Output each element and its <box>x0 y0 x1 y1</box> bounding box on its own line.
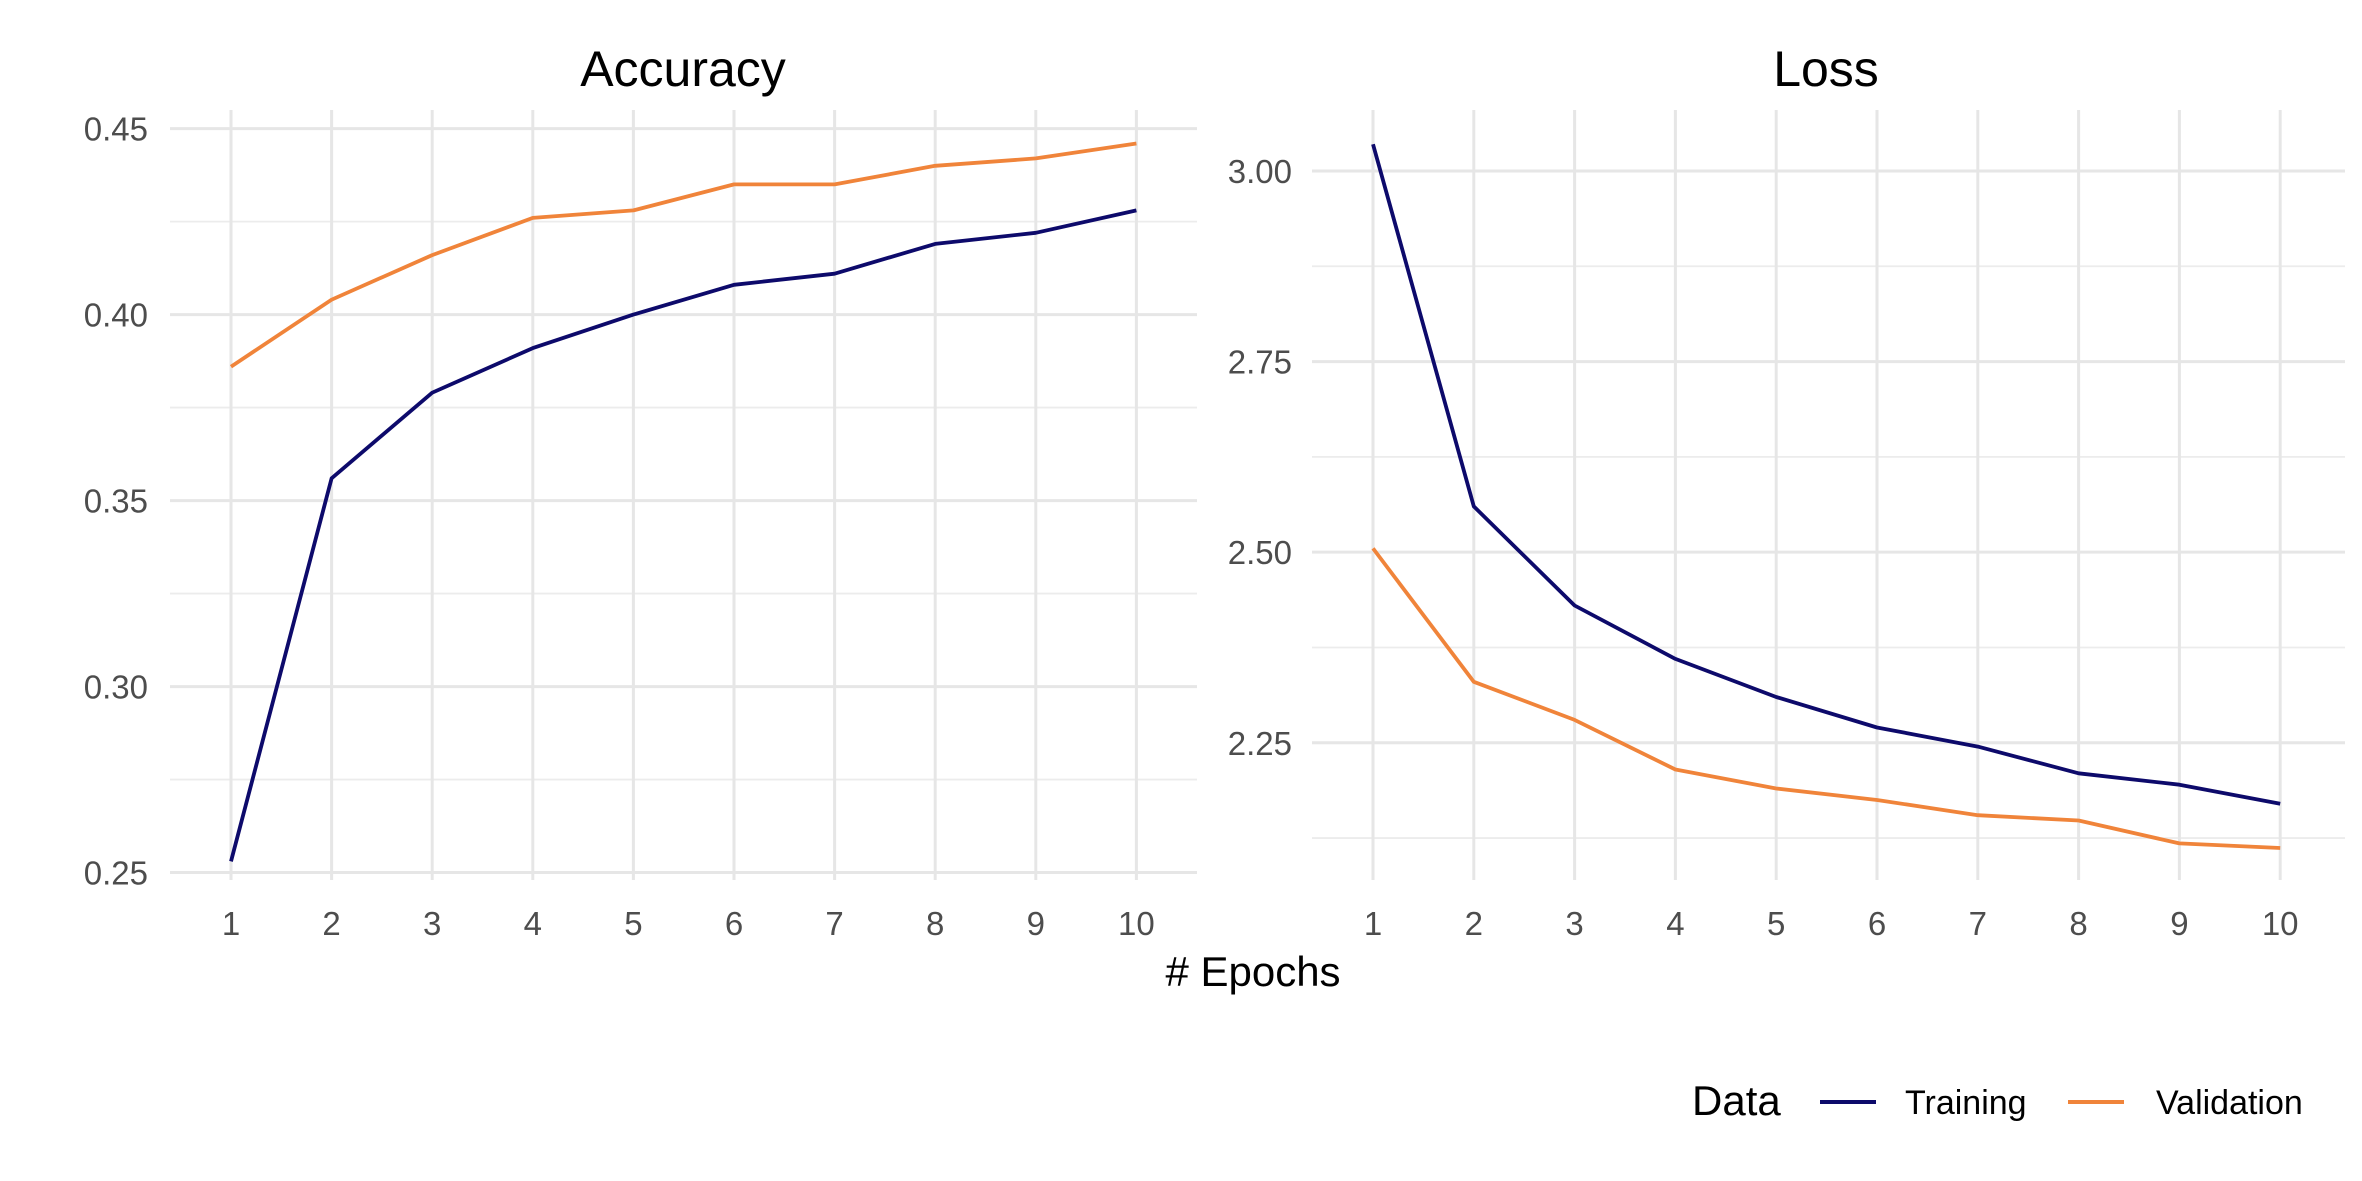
accuracy-y-tick-label: 0.30 <box>84 669 148 706</box>
loss-grid <box>1312 110 2345 880</box>
accuracy-x-tick-label: 7 <box>825 905 843 942</box>
loss-series-training <box>1371 143 2281 806</box>
accuracy-x-ticks: 1 2 3 4 5 6 7 8 9 10 <box>222 905 1155 942</box>
loss-y-tick-label: 2.75 <box>1228 344 1292 381</box>
accuracy-x-tick-label: 8 <box>926 905 944 942</box>
legend-label-validation: Validation <box>2156 1084 2303 1122</box>
legend: Data Training Validation <box>1692 1077 2303 1124</box>
accuracy-grid <box>170 110 1197 880</box>
accuracy-y-tick-label: 0.40 <box>84 297 148 334</box>
loss-x-ticks: 1 2 3 4 5 6 7 8 9 10 <box>1364 905 2299 942</box>
accuracy-series-training <box>229 208 1137 862</box>
legend-label-training: Training <box>1905 1084 2027 1122</box>
accuracy-x-tick-label: 4 <box>524 905 542 942</box>
legend-title: Data <box>1692 1077 1781 1124</box>
loss-x-tick-label: 1 <box>1364 905 1382 942</box>
loss-x-tick-label: 3 <box>1565 905 1583 942</box>
accuracy-series-validation <box>229 141 1137 369</box>
accuracy-x-tick-label: 2 <box>322 905 340 942</box>
loss-y-ticks: 2.25 2.50 2.75 3.00 <box>1228 153 1292 762</box>
loss-x-tick-label: 9 <box>2170 905 2188 942</box>
loss-panel: Loss 2.25 2.50 2.75 3.00 1 2 3 4 5 6 7 8 9 10 <box>1228 41 2345 942</box>
x-axis-label: # Epochs <box>1165 948 1340 995</box>
loss-lines <box>1371 143 2281 850</box>
accuracy-y-tick-label: 0.45 <box>84 111 148 148</box>
loss-x-tick-label: 5 <box>1767 905 1785 942</box>
accuracy-lines <box>229 141 1137 862</box>
loss-x-tick-label: 8 <box>2069 905 2087 942</box>
loss-x-tick-label: 6 <box>1868 905 1886 942</box>
accuracy-x-tick-label: 9 <box>1027 905 1045 942</box>
loss-y-tick-label: 2.25 <box>1228 725 1292 762</box>
accuracy-x-tick-label: 6 <box>725 905 743 942</box>
accuracy-x-tick-label: 5 <box>624 905 642 942</box>
loss-x-tick-label: 2 <box>1465 905 1483 942</box>
accuracy-y-tick-label: 0.25 <box>84 855 148 892</box>
accuracy-title: Accuracy <box>580 41 786 97</box>
loss-x-tick-label: 7 <box>1969 905 1987 942</box>
loss-title: Loss <box>1773 41 1879 97</box>
accuracy-x-tick-label: 10 <box>1118 905 1155 942</box>
accuracy-x-tick-label: 1 <box>222 905 240 942</box>
loss-y-tick-label: 3.00 <box>1228 153 1292 190</box>
loss-x-tick-label: 10 <box>2262 905 2299 942</box>
accuracy-y-ticks: 0.25 0.30 0.35 0.40 0.45 <box>84 111 148 892</box>
loss-series-validation <box>1371 547 2281 850</box>
loss-x-tick-label: 4 <box>1666 905 1684 942</box>
accuracy-x-tick-label: 3 <box>423 905 441 942</box>
loss-y-tick-label: 2.50 <box>1228 534 1292 571</box>
accuracy-y-tick-label: 0.35 <box>84 483 148 520</box>
